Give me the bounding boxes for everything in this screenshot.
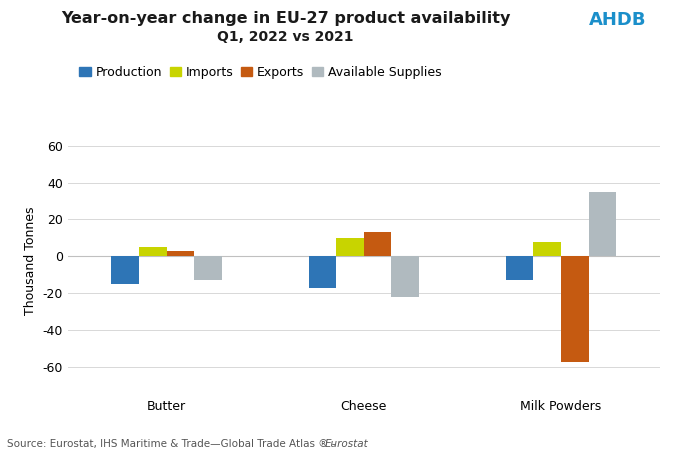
Bar bbox=[364, 232, 392, 257]
Bar bbox=[139, 247, 167, 257]
Text: Year-on-year change in EU-27 product availability: Year-on-year change in EU-27 product ava… bbox=[61, 11, 510, 26]
Bar bbox=[561, 257, 589, 362]
Text: Eurostat: Eurostat bbox=[325, 439, 369, 449]
Text: Source: Eurostat, IHS Maritime & Trade—Global Trade Atlas ® -: Source: Eurostat, IHS Maritime & Trade—G… bbox=[7, 439, 339, 449]
Legend: Production, Imports, Exports, Available Supplies: Production, Imports, Exports, Available … bbox=[74, 61, 447, 84]
Text: AHDB: AHDB bbox=[588, 11, 646, 30]
Text: Q1, 2022 vs 2021: Q1, 2022 vs 2021 bbox=[218, 30, 354, 44]
Bar bbox=[194, 257, 222, 281]
Bar bbox=[533, 242, 561, 257]
Bar bbox=[167, 251, 194, 257]
Bar bbox=[112, 257, 139, 284]
Y-axis label: Thousand Tonnes: Thousand Tonnes bbox=[24, 207, 37, 315]
Bar bbox=[589, 192, 616, 257]
Bar bbox=[392, 257, 419, 297]
Bar bbox=[506, 257, 533, 281]
Bar bbox=[336, 238, 364, 257]
Bar bbox=[309, 257, 336, 288]
